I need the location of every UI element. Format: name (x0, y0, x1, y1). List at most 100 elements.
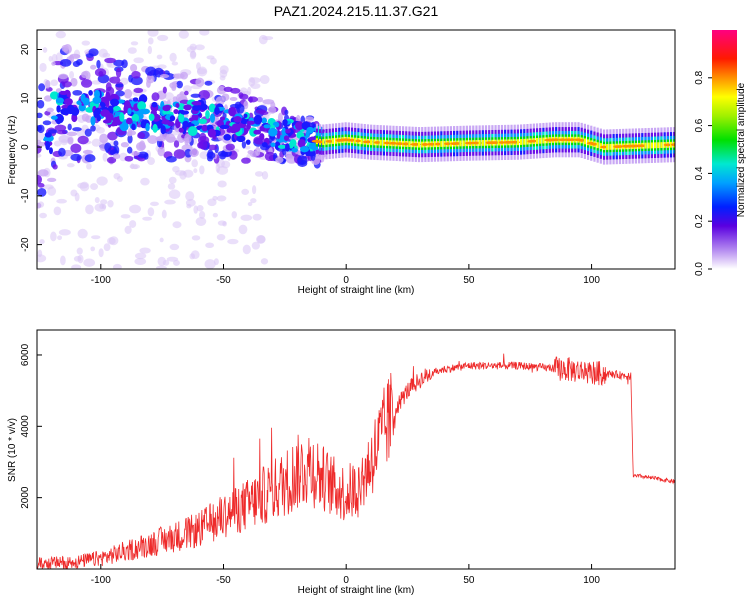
spectrogram-cell (234, 101, 242, 109)
spectrogram-cell (58, 229, 71, 236)
spectrogram-cell (130, 63, 138, 73)
spectrogram-cell (373, 141, 381, 144)
spectrogram-cell (55, 52, 63, 63)
spectrogram-cell (140, 120, 146, 129)
spectrogram-cell (217, 180, 227, 188)
spectrogram-cell (578, 139, 585, 142)
spectrogram-cell (145, 123, 150, 132)
spectrogram-cell (48, 147, 53, 155)
spectrogram-cell (212, 212, 218, 218)
spectrogram-cell (228, 106, 237, 117)
spectrogram-cell (58, 134, 70, 143)
spectrogram-cell (152, 123, 158, 133)
spectrogram-cell (69, 70, 75, 79)
spectrogram-cell (183, 85, 192, 93)
spectrogram-cell (73, 255, 82, 262)
spectrogram-cell (81, 40, 91, 46)
spectrogram-cell (90, 64, 97, 70)
spectrogram-cell (249, 127, 258, 137)
spectrogram-cell (309, 136, 317, 141)
snr-y-axis-label: SNR (10 * v/v) (7, 418, 18, 482)
spectrogram-cell (55, 97, 64, 104)
spectrogram-cell (147, 45, 153, 55)
spectrogram-cell (542, 137, 545, 144)
snr-series-line (37, 353, 675, 569)
spectrogram-cell (252, 185, 257, 195)
spectrogram-x-ticks: -100 -50 0 50 100 (91, 264, 600, 286)
spectrogram-cell (72, 89, 83, 96)
spectrogram-cell (259, 125, 266, 132)
colorbar-ticks: 0.0 0.2 0.4 0.6 0.8 (694, 70, 712, 276)
spectrogram-cell (90, 116, 96, 126)
spectrogram-cell (596, 142, 599, 149)
spectrogram-cell (478, 140, 481, 146)
spectrogram-cell (184, 90, 189, 96)
spectrogram-cell (263, 124, 271, 129)
spectrogram-cell (259, 110, 269, 115)
spectrogram-cell (156, 54, 163, 60)
spectrogram-cell (146, 79, 151, 88)
spectrogram-cell (104, 142, 112, 152)
spectrogram-cell (64, 98, 73, 105)
spectrogram-cell (100, 109, 111, 117)
spectrogram-cell (161, 120, 171, 125)
spectrogram-cell (191, 159, 198, 168)
spectrogram-cell (222, 221, 227, 227)
spectrogram-cell (186, 46, 196, 53)
spectrogram-cell (241, 140, 247, 149)
spectrogram-cell (191, 235, 201, 241)
spectrogram-cell (38, 83, 46, 92)
spectrogram-cell (259, 75, 270, 85)
x-tick-label: 0 (343, 575, 349, 586)
spectrogram-cell (173, 73, 185, 79)
x-tick-label: -50 (216, 275, 231, 286)
spectrogram-cell (130, 41, 139, 46)
spectrogram-cell (159, 237, 164, 243)
spectrogram-cell (169, 82, 178, 89)
spectrogram-cells (37, 30, 675, 269)
y-tick-label: 20 (20, 44, 31, 56)
spectrogram-cell (160, 125, 166, 135)
spectrogram-cell (82, 97, 90, 106)
spectrogram-frame (36, 29, 676, 270)
spectrogram-cell (193, 168, 198, 174)
y-tick-label: 2000 (20, 486, 31, 509)
spectrogram-cell (157, 34, 169, 42)
spectrogram-cell (100, 199, 108, 205)
spectrogram-cell (134, 257, 147, 266)
spectrogram-cell (147, 135, 158, 144)
spectrogram-cell (90, 125, 96, 132)
y-tick-label: 10 (20, 92, 31, 104)
spectrogram-cell (156, 265, 167, 269)
spectrogram-cell (94, 89, 101, 100)
spectrogram-cell (121, 59, 128, 69)
spectrogram-cell (599, 143, 602, 150)
spectrogram-cell (147, 30, 159, 37)
spectrogram-cell (227, 238, 239, 245)
spectrogram-cell (77, 228, 88, 239)
spectrogram-cell (169, 52, 177, 63)
spectrogram-cell (481, 139, 484, 146)
y-tick-label: 4000 (20, 415, 31, 438)
colorbar-tick-label: 0.8 (694, 70, 705, 84)
spectrogram-cell (196, 62, 201, 71)
spectrogram-cell (76, 58, 83, 66)
spectrogram-cell (37, 99, 45, 109)
spectrogram-cell (225, 143, 235, 151)
spectrogram-cell (216, 195, 227, 202)
spectrogram-cell (191, 104, 202, 111)
spectrogram-cell (216, 165, 229, 175)
spectrogram-cell (491, 141, 500, 145)
spectrogram-cell (195, 77, 205, 88)
spectrogram-cell (137, 132, 146, 139)
spectrogram-cell (189, 253, 196, 260)
spectrogram-cell (240, 117, 249, 125)
spectrogram-cell (167, 183, 176, 190)
spectrogram-cell (110, 98, 120, 107)
spectrogram-cell (427, 142, 437, 146)
spectrogram-cell (94, 196, 100, 204)
spectrogram-cell (124, 100, 131, 110)
spectrogram-cell (216, 85, 227, 95)
spectrogram-cell (42, 47, 48, 53)
